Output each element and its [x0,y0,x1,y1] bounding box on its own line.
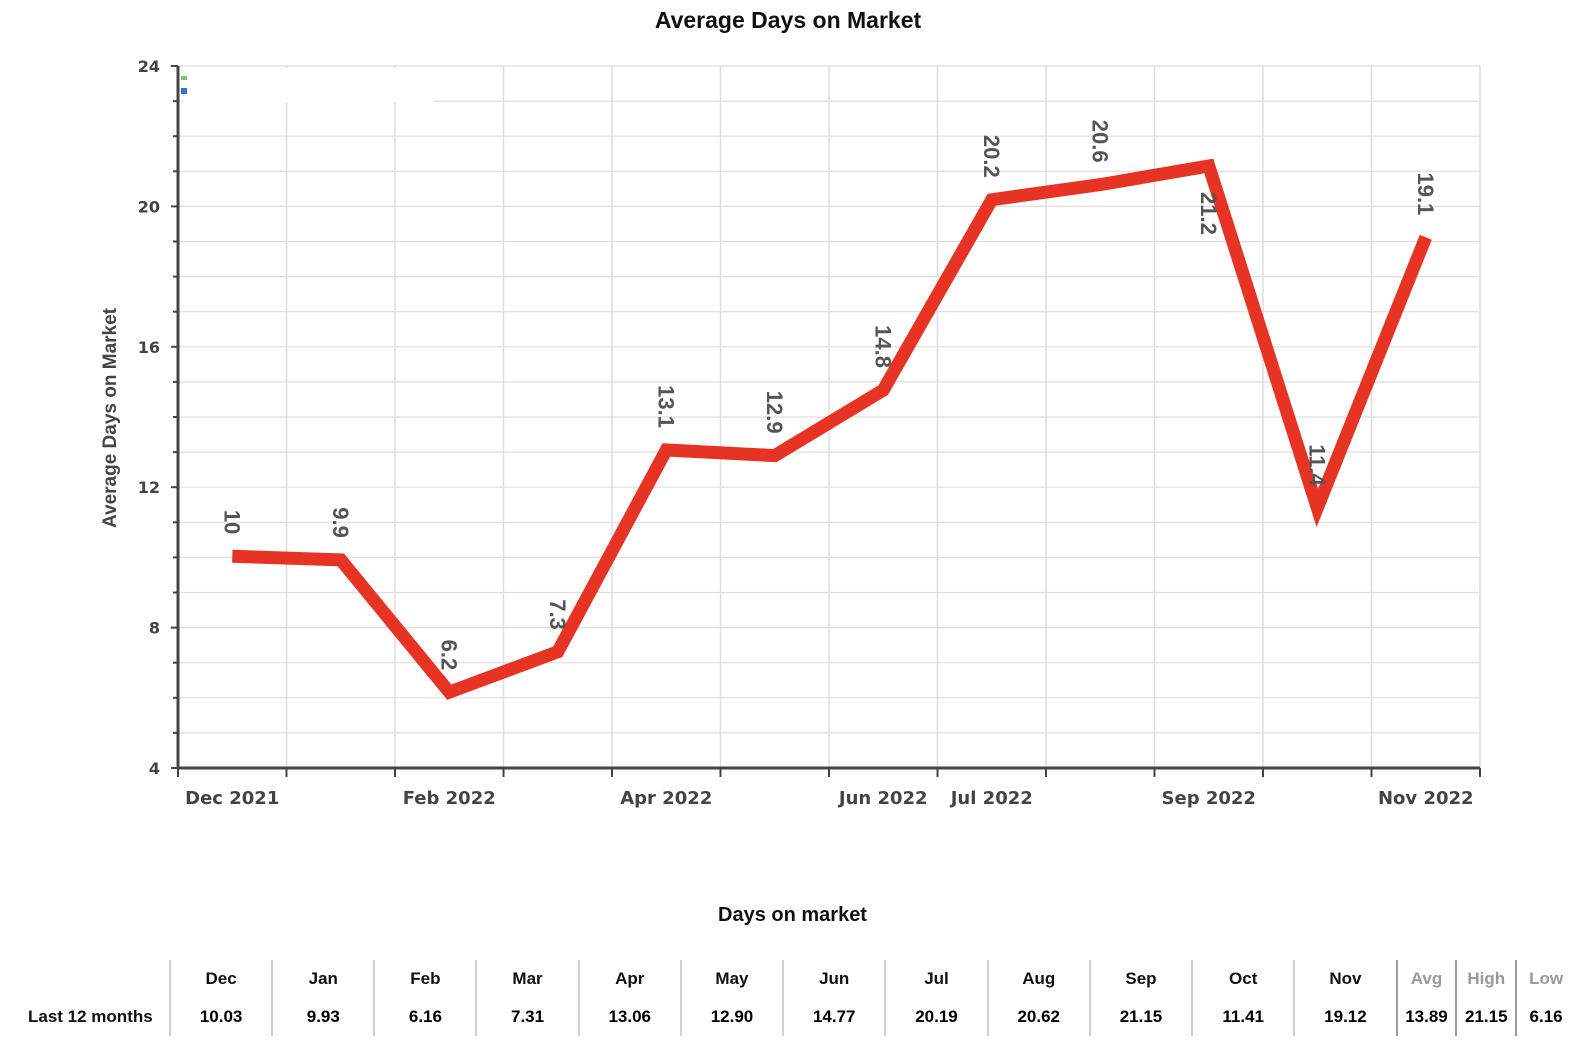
data-label-group: 10 [219,510,244,534]
table-title: Days on market [718,904,867,926]
data-label: 7.3 [545,599,570,630]
table-header-cell: Jun [782,960,886,998]
y-tick-label: 4 [149,759,160,778]
data-label-group: 14.8 [870,325,895,368]
axis-ticks: 4 8 12 16 20 24 Dec 2021 Feb 2022 Apr 2022 Jun 20… [138,57,1481,809]
data-label: 19.1 [1413,172,1438,215]
legend-area [183,68,433,102]
data-label-group: 6.2 [436,640,461,671]
chart-title: Average Days on Market [655,7,922,33]
table-header-cell: Mar [475,960,579,998]
table-cell: 20.19 [884,998,988,1036]
data-label: 10 [219,510,244,534]
legend-swatch-green [181,76,187,80]
table-header-cell: May [679,960,784,998]
data-label: 13.1 [653,385,678,428]
data-label: 9.9 [328,507,353,538]
x-tick-label: Nov 2022 [1378,788,1474,809]
data-labels: 10 9.9 6.2 7.3 13.1 12.9 14.8 20.2 20.6 21.2 11.4 1… [219,120,1438,670]
table-cell: 14.77 [782,998,886,1036]
data-label: 14.8 [870,325,895,368]
table-cell: 12.90 [679,998,784,1036]
data-label: 20.2 [979,135,1004,178]
table-cell: 19.12 [1293,998,1397,1036]
table-header-cell: Aug [986,960,1090,998]
y-tick-label: 24 [138,57,160,76]
table-header-cell: Jan [271,960,375,998]
data-label: 6.2 [436,640,461,671]
table-corner [28,960,170,998]
table-cell: 20.62 [986,998,1090,1036]
table-cell: 9.93 [271,998,375,1036]
stat-header-cell: Avg [1395,960,1457,998]
table-header-cell: Dec [168,960,273,998]
data-label-group: 20.2 [979,135,1004,178]
x-tick-label: Jun 2022 [837,788,928,809]
table-row: Last 12 months 10.03 9.93 6.16 7.31 13.06 12.… [28,998,1575,1036]
stat-header-cell: High [1455,960,1517,998]
y-tick-label: 12 [138,478,160,497]
x-tick-label: Apr 2022 [620,788,712,809]
x-tick-label: Dec 2021 [185,788,279,809]
data-label-group: 19.1 [1413,172,1438,215]
table-header-cell: Nov [1293,960,1397,998]
data-label: 12.9 [762,391,787,434]
x-tick-label: Feb 2022 [403,788,496,809]
data-label-group: 11.4 [1304,444,1329,486]
x-tick-label: Sep 2022 [1162,788,1256,809]
data-label-group: 13.1 [653,385,678,428]
grid-lines [178,65,1481,769]
table-header-cell: Feb [373,960,477,998]
data-label-group: 9.9 [328,507,353,538]
table-header-cell: Oct [1191,960,1295,998]
data-label-group: 20.6 [1087,120,1112,163]
x-tick-label: Jul 2022 [949,788,1033,809]
line-chart: Average Days on Market Average Days on M… [100,7,1481,809]
table-header-cell: Jul [884,960,988,998]
y-tick-label: 8 [149,619,160,638]
data-label: 20.6 [1087,120,1112,163]
row-label: Last 12 months [28,1007,153,1026]
table-cell: 10.03 [168,998,273,1036]
data-label-group: 21.2 [1196,192,1221,235]
data-label-group: 7.3 [545,599,570,630]
stat-header-cell: Low [1515,960,1575,998]
table-header-cell: Sep [1088,960,1193,998]
stat-cell: 13.89 [1395,998,1457,1036]
legend-swatch-blue [181,88,187,94]
table-cell: 11.41 [1191,998,1295,1036]
table-cell: 7.31 [475,998,579,1036]
table-header-row: Dec Jan Feb Mar Apr May Jun Jul Aug Sep Oct Nov Avg H… [28,960,1575,998]
series-line [232,158,1432,700]
data-label: 21.2 [1196,192,1221,235]
data-label-group: 12.9 [762,391,787,434]
data-label: 11.4 [1304,444,1329,486]
y-tick-label: 20 [138,197,160,216]
series-path [232,158,1432,700]
stat-cell: 6.16 [1515,998,1575,1036]
table-cell: 21.15 [1088,998,1193,1036]
table-cell: 13.06 [577,998,681,1036]
y-axis-label: Average Days on Market [100,307,121,528]
table-cell: 6.16 [373,998,477,1036]
days-on-market-table: Dec Jan Feb Mar Apr May Jun Jul Aug Sep Oct Nov Avg H… [28,960,1575,1036]
table-header-cell: Apr [577,960,681,998]
stat-cell: 21.15 [1455,998,1517,1036]
y-tick-label: 16 [138,338,160,357]
